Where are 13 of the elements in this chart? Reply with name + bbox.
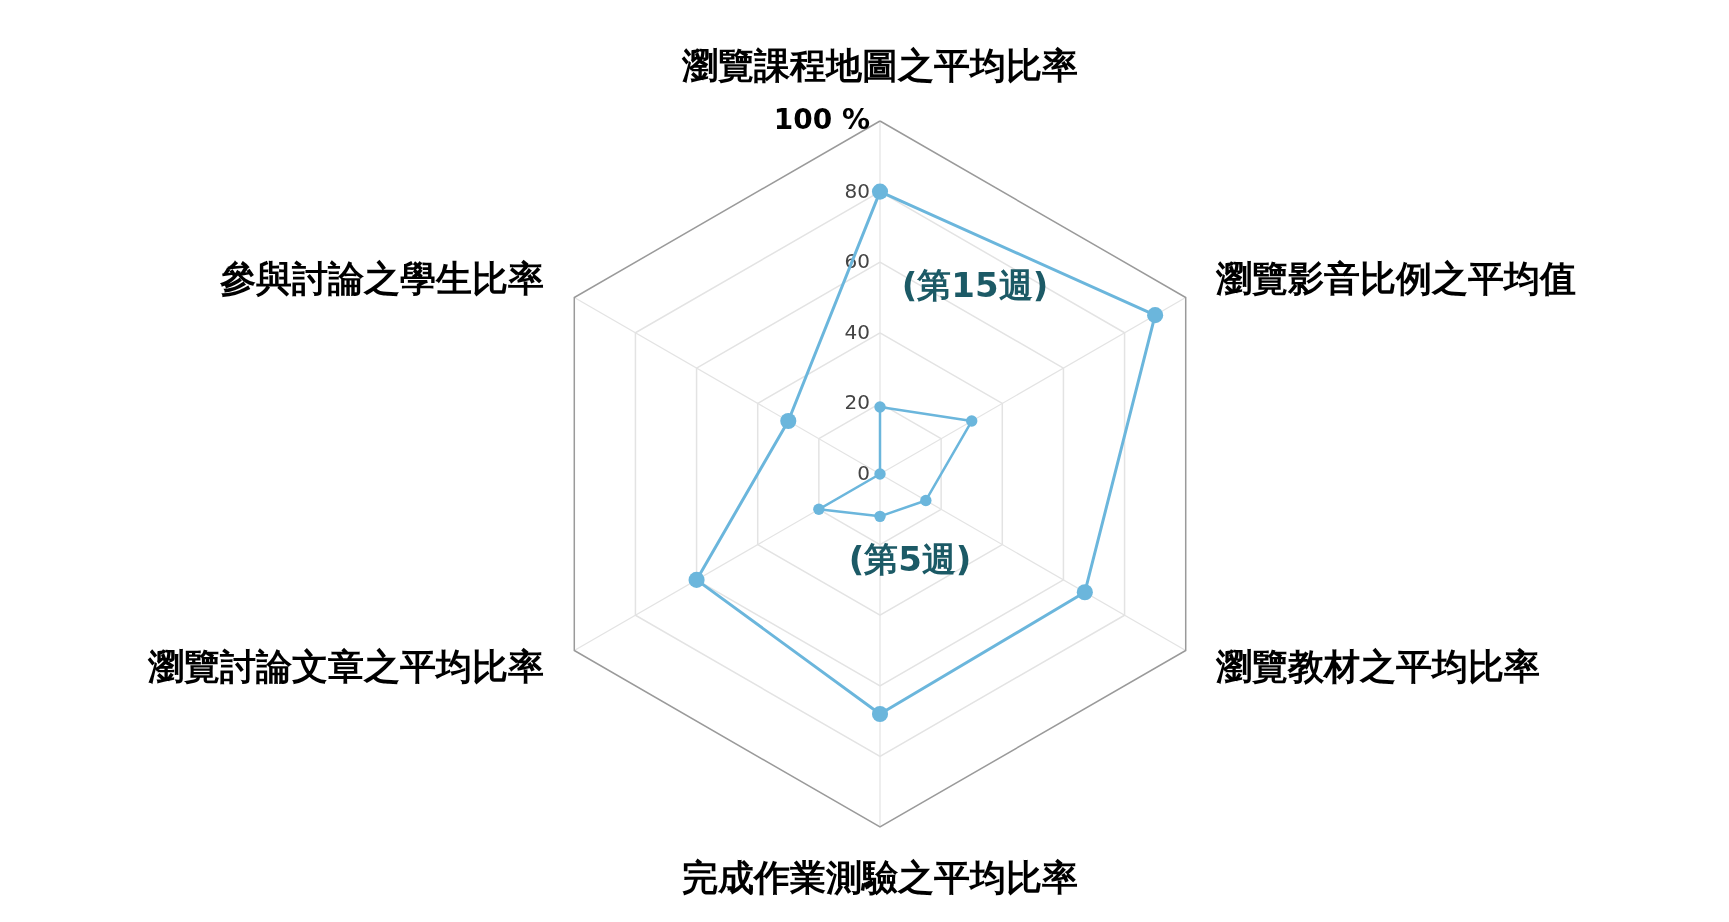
spoke-label: 完成作業測驗之平均比率: [682, 857, 1078, 899]
spoke-label: 瀏覽討論文章之平均比率: [146, 646, 544, 688]
spoke-label: 參與討論之學生比率: [218, 257, 544, 299]
series-label: (第5週): [848, 539, 972, 580]
y-tick-label: 20: [844, 390, 870, 415]
y-tick-label: 80: [844, 178, 870, 203]
spoke-label: 瀏覽教材之平均比率: [1215, 646, 1541, 688]
series-label: (第15週): [901, 264, 1049, 305]
y-tick-label: 0: [857, 461, 870, 485]
spoke-label: 瀏覽影音比例之平均值: [1215, 257, 1577, 299]
y-tick-label: 100 %: [773, 103, 870, 136]
spoke-label: 瀏覽課程地圖之平均比率: [681, 44, 1078, 86]
y-tick-label: 40: [844, 319, 870, 344]
